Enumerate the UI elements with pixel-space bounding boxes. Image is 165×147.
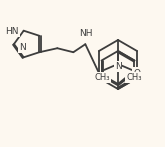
Text: NH: NH: [80, 29, 93, 38]
Text: CH₃: CH₃: [94, 73, 110, 82]
Text: N: N: [19, 43, 26, 52]
Text: O: O: [133, 69, 140, 77]
Text: N: N: [115, 62, 121, 71]
Text: CH₃: CH₃: [126, 73, 142, 82]
Text: HN: HN: [5, 27, 19, 36]
